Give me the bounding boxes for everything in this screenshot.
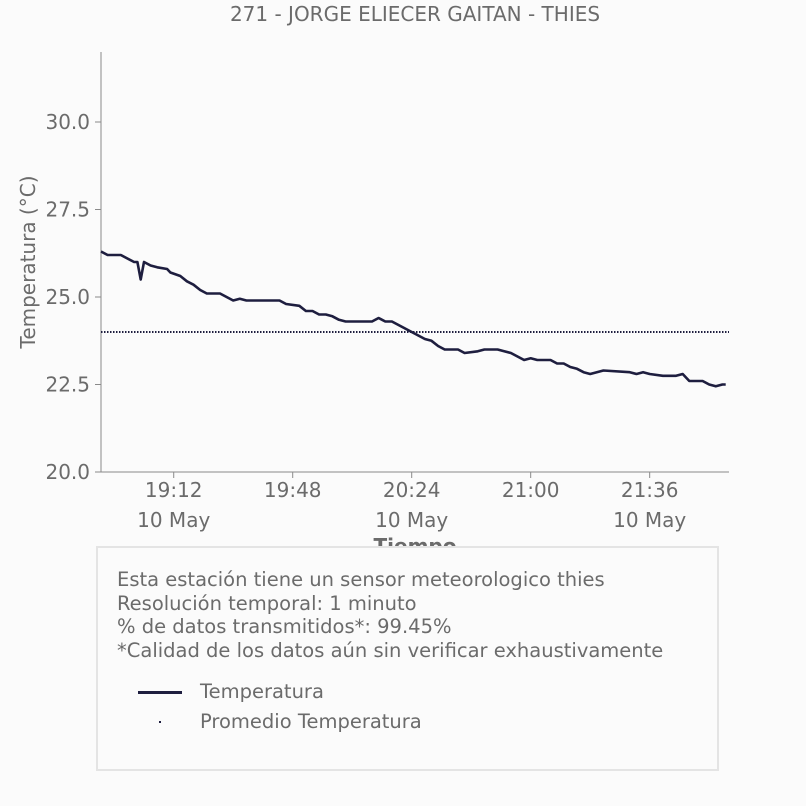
legend-dot-swatch: [159, 721, 161, 723]
temperature-chart: 271 - JORGE ELIECER GAITAN - THIES 20.02…: [16, 2, 729, 558]
sensor-description: Esta estación tiene un sensor meteorolog…: [117, 568, 605, 591]
chart-title: 271 - JORGE ELIECER GAITAN - THIES: [230, 2, 600, 26]
x-tick-time-label: 19:48: [264, 478, 322, 502]
x-tick-time-label: 20:24: [383, 478, 441, 502]
info-text: Esta estación tiene un sensor meteorolog…: [117, 568, 663, 662]
data-quality-note: *Calidad de los datos aún sin verificar …: [117, 638, 664, 662]
x-tick-time-label: 21:36: [621, 478, 679, 502]
legend-label: Temperatura: [200, 680, 324, 703]
y-tick-label: 30.0: [45, 110, 90, 134]
x-tick-time-label: 19:12: [145, 478, 203, 502]
y-tick-label: 20.0: [45, 460, 90, 484]
transmitted-data-percentage: % de datos transmitidos*: 99.45%: [117, 615, 452, 638]
info-box: Esta estación tiene un sensor meteorolog…: [96, 546, 719, 771]
y-tick-label: 22.5: [45, 373, 90, 397]
plot-area: 20.0 22.5 25.0 27.5 30.0 19:12 10 May 19:48 20:2…: [45, 52, 729, 532]
y-tick-label: 25.0: [45, 285, 90, 309]
x-tick-date-label: 10 May: [375, 508, 448, 532]
legend-line-swatch: [138, 691, 182, 694]
x-tick-date-label: 10 May: [613, 508, 686, 532]
x-tick-time-label: 21:00: [502, 478, 560, 502]
y-axis-label: Temperatura (°C): [16, 175, 40, 349]
temperature-series-line: [100, 250, 726, 388]
temporal-resolution: Resolución temporal: 1 minuto: [117, 591, 417, 615]
x-tick-date-label: 10 May: [137, 508, 210, 532]
y-tick-label: 27.5: [45, 198, 90, 222]
legend-label: Promedio Temperatura: [200, 710, 422, 733]
